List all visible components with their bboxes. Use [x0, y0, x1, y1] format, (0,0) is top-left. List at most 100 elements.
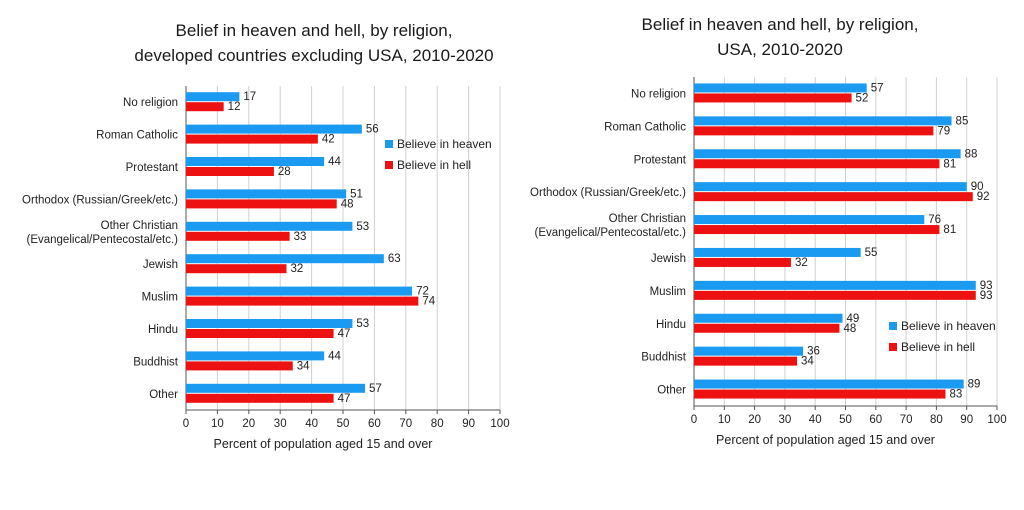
chart-left-bar-hell	[186, 296, 419, 306]
chart-right-x-axis-label: Percent of population aged 15 and over	[716, 433, 935, 447]
chart-left-bar-heaven	[186, 92, 240, 102]
chart-left-category-label: Protestant	[126, 162, 179, 174]
chart-left-title-line: developed countries excluding USA, 2010-…	[134, 46, 493, 65]
chart-right-category-label: Orthodox (Russian/Greek/etc.)	[530, 187, 686, 199]
chart-left-data-label: 63	[388, 253, 401, 265]
chart-right-bar-heaven	[694, 346, 804, 356]
chart-left-bar-heaven	[186, 383, 365, 393]
chart-right-tick-label: 50	[839, 414, 852, 426]
chart-left-title-line: Belief in heaven and hell, by religion,	[176, 21, 453, 40]
chart-left-bar-heaven	[186, 254, 384, 264]
chart-right-bar-heaven	[694, 83, 867, 93]
chart-left-bar-hell	[186, 329, 334, 338]
chart-left-data-label: 51	[350, 188, 363, 200]
chart-right-tick-label: 70	[900, 414, 913, 426]
chart-right-category-label: (Evangelical/Pentecostal/etc.)	[535, 227, 687, 239]
chart-right-category-label: Roman Catholic	[604, 121, 686, 133]
chart-left-category-label: Hindu	[148, 324, 178, 336]
chart-left-data-label: 44	[328, 156, 341, 168]
chart-left-legend-label: Believe in heaven	[397, 137, 492, 151]
chart-left-category-label: Buddhist	[133, 356, 179, 368]
chart-left-bar-heaven	[186, 351, 325, 361]
chart-right-bar-hell	[694, 93, 852, 103]
chart-right-bar-hell	[694, 225, 940, 235]
chart-left-data-label: 44	[328, 350, 341, 362]
chart-left-data-label: 74	[422, 296, 435, 308]
chart-right-data-label: 93	[980, 280, 993, 292]
chart-left-bar-hell	[186, 264, 287, 274]
chart-right-tick-label: 0	[691, 414, 697, 426]
chart-left-category-label: Roman Catholic	[96, 130, 178, 142]
chart-left-bar-hell	[186, 199, 337, 209]
chart-right-bar-heaven	[694, 215, 925, 225]
chart-right-data-label: 93	[980, 290, 993, 302]
chart-right-bar-heaven	[694, 247, 861, 257]
chart-left-bar-heaven	[186, 189, 347, 199]
chart-left-tick-label: 10	[211, 418, 224, 430]
chart-left-bar-hell	[186, 167, 274, 176]
chart-right-bar-hell	[694, 257, 791, 267]
chart-right-category-label: Hindu	[656, 319, 686, 331]
chart-left-data-label: 72	[416, 286, 429, 298]
chart-left-category-label: Jewish	[143, 259, 178, 271]
chart-right-data-label: 85	[956, 115, 969, 127]
chart-right-bar-hell	[694, 356, 798, 366]
chart-right-tick-label: 80	[930, 414, 943, 426]
chart-left-data-label: 56	[366, 124, 379, 136]
chart-left-bar-hell	[186, 134, 318, 144]
chart-left-data-label: 33	[294, 231, 307, 243]
chart-left-legend-label: Believe in hell	[397, 158, 471, 172]
chart-right-data-label: 34	[801, 356, 814, 368]
chart-right-data-label: 36	[807, 346, 820, 358]
chart-left-data-label: 34	[297, 360, 310, 372]
chart-right-data-label: 81	[943, 224, 956, 236]
chart-left-legend-swatch	[385, 161, 393, 169]
chart-right-bar-hell	[694, 126, 934, 136]
chart-right-bar-hell	[694, 290, 976, 300]
chart-right-data-label: 88	[965, 148, 978, 160]
chart-right-data-label: 83	[949, 389, 962, 401]
chart-right-category-label: Jewish	[651, 253, 686, 265]
chart-right-bar-heaven	[694, 379, 964, 389]
chart-right-category-label: Other	[657, 385, 686, 397]
chart-right-tick-label: 30	[779, 414, 792, 426]
chart-right-category-label: Protestant	[634, 154, 687, 166]
chart-right-data-label: 76	[928, 214, 941, 226]
chart-left-tick-label: 20	[242, 418, 255, 430]
chart-left-category-label: (Evangelical/Pentecostal/etc.)	[27, 234, 179, 246]
chart-right-data-label: 57	[871, 82, 884, 94]
chart-right-bar-heaven	[694, 280, 976, 290]
chart-right-data-label: 55	[865, 247, 878, 259]
chart-left-bar-heaven	[186, 157, 325, 166]
chart-right-legend-swatch	[889, 343, 897, 351]
chart-right-bar-hell	[694, 159, 940, 169]
chart-left-tick-label: 40	[305, 418, 318, 430]
chart-right-bar-heaven	[694, 116, 952, 126]
chart-left-bar-heaven	[186, 221, 353, 231]
chart-left-tick-label: 70	[399, 418, 412, 430]
chart-right-bar-heaven	[694, 149, 961, 159]
chart-left-tick-label: 30	[274, 418, 287, 430]
chart-developed-countries: Belief in heaven and hell, by religion, d…	[22, 21, 510, 451]
chart-right-legend-label: Believe in hell	[901, 340, 975, 354]
chart-left-x-axis-label: Percent of population aged 15 and over	[214, 437, 433, 451]
chart-right-tick-label: 90	[960, 414, 973, 426]
chart-developed-countries-svg: Belief in heaven and hell, by religion, d…	[22, 21, 510, 451]
chart-left-data-label: 53	[356, 221, 369, 233]
chart-left-data-label: 28	[278, 166, 291, 178]
chart-right-legend-label: Believe in heaven	[901, 319, 996, 333]
chart-left-data-label: 17	[243, 91, 256, 103]
chart-left-data-label: 47	[338, 328, 351, 340]
chart-right-category-label: Buddhist	[641, 352, 687, 364]
chart-left-category-label: No religion	[123, 97, 178, 109]
chart-left-bar-heaven	[186, 286, 413, 296]
chart-left-tick-label: 100	[490, 418, 509, 430]
chart-right-data-label: 81	[943, 158, 956, 170]
chart-right-data-label: 32	[795, 257, 808, 269]
chart-right-tick-label: 40	[809, 414, 822, 426]
chart-right-data-label: 49	[846, 313, 859, 325]
chart-right-tick-label: 60	[869, 414, 882, 426]
chart-right-bar-hell	[694, 389, 946, 399]
chart-left-bar-heaven	[186, 124, 362, 134]
chart-right-bar-heaven	[694, 313, 843, 323]
